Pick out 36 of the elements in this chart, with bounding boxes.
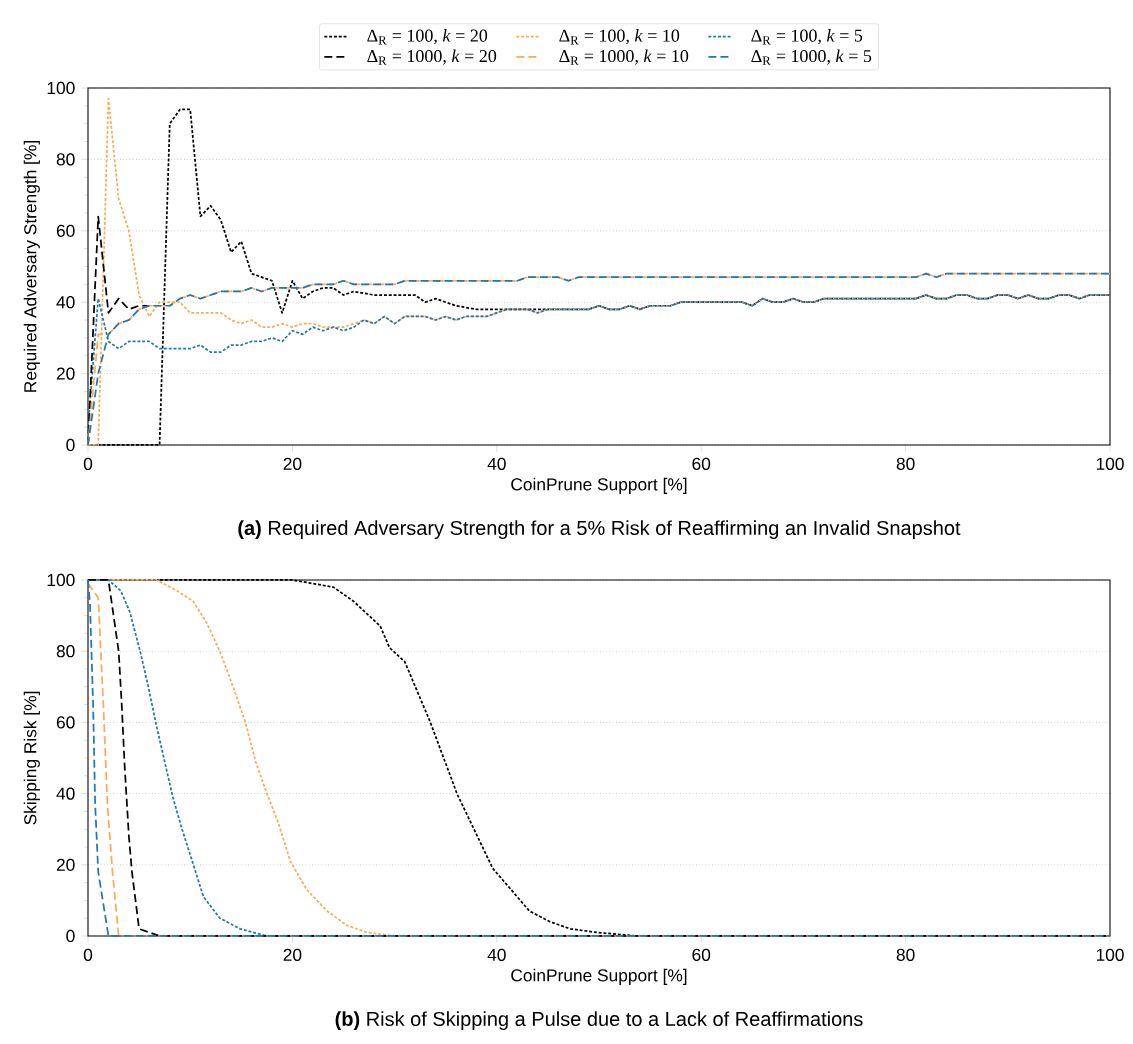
x-tick-label: 100 xyxy=(1096,948,1124,961)
x-tick-label: 60 xyxy=(692,948,711,961)
x-tick-label: 20 xyxy=(283,948,302,961)
text: (b) Risk of Skipping a Pulse due to a Lack of Reaffirmations xyxy=(335,1011,863,1030)
x-tick-label: 40 xyxy=(487,948,506,961)
legend-label: Δ$_{R}$ = 100, k = 5 xyxy=(751,29,863,45)
legend-label: Δ$_{R}$ = 1000, k = 20 xyxy=(367,49,497,65)
y-tick-label: 100 xyxy=(47,81,75,95)
x-tick-label: 20 xyxy=(283,457,302,470)
x-tick-label: 60 xyxy=(692,457,711,470)
y-tick-label: 60 xyxy=(56,716,75,729)
y-tick-label: 40 xyxy=(56,296,75,309)
text: (a) Required Adversary Strength for a 5% Risk of Reaffirming an Invalid Snapshot xyxy=(238,520,961,539)
x-axis-title: CoinPrune Support [%] xyxy=(511,968,687,985)
y-tick-label: 0 xyxy=(66,438,75,452)
y-tick-label: 20 xyxy=(56,367,75,380)
y-tick-label: 60 xyxy=(56,224,75,237)
x-tick-label: 0 xyxy=(83,948,93,961)
y-tick-label: 20 xyxy=(56,858,75,871)
y-axis-title: Skipping Risk [%] xyxy=(23,691,40,825)
legend-label: Δ$_{R}$ = 100, k = 10 xyxy=(559,29,680,45)
y-tick-label: 100 xyxy=(47,573,75,587)
y-tick-label: 40 xyxy=(56,787,75,800)
legend-label: Δ$_{R}$ = 1000, k = 5 xyxy=(751,49,872,65)
x-tick-label: 100 xyxy=(1096,457,1124,470)
x-tick-label: 80 xyxy=(896,948,915,961)
y-axis-title: Required Adversary Strength [%] xyxy=(23,141,40,392)
x-tick-label: 0 xyxy=(83,457,93,470)
legend-label: Δ$_{R}$ = 100, k = 20 xyxy=(367,29,488,45)
y-tick-label: 80 xyxy=(56,645,75,658)
y-tick-label: 80 xyxy=(56,153,75,166)
x-axis-title: CoinPrune Support [%] xyxy=(511,477,687,494)
x-tick-label: 40 xyxy=(487,457,506,470)
y-tick-label: 0 xyxy=(66,929,75,943)
legend-label: Δ$_{R}$ = 1000, k = 10 xyxy=(559,49,689,65)
x-tick-label: 80 xyxy=(896,457,915,470)
